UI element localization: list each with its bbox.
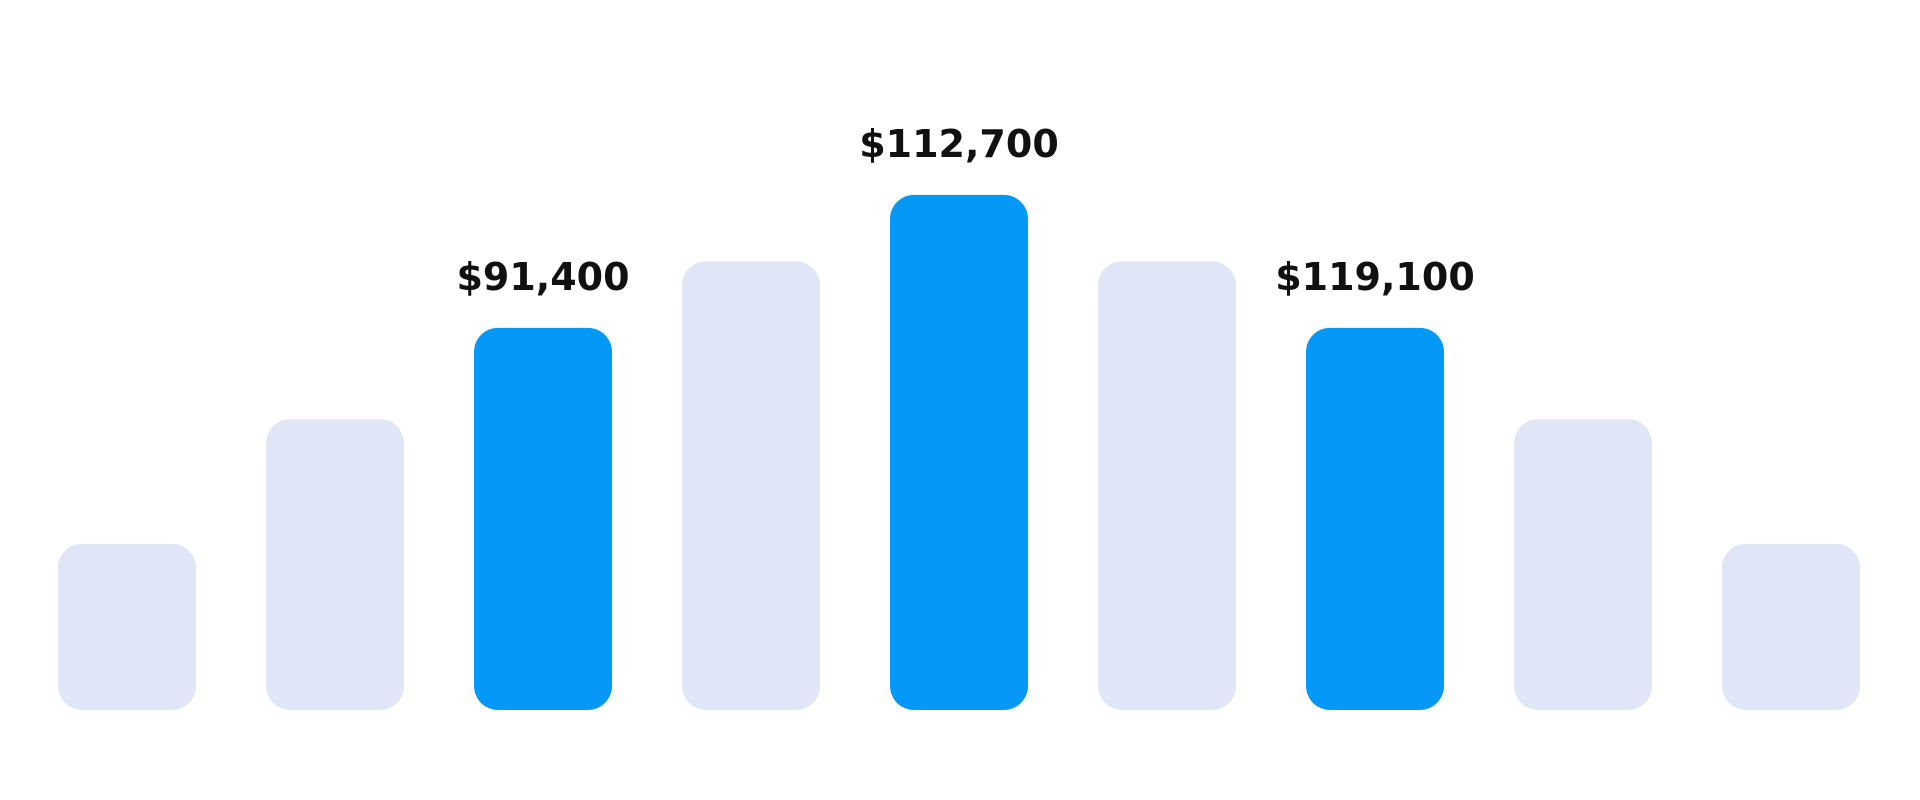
highlighted-bar xyxy=(890,194,1028,710)
highlighted-bar xyxy=(474,327,612,710)
bar xyxy=(682,261,820,710)
bar xyxy=(266,419,404,710)
bars-group xyxy=(58,194,1860,710)
bar-value-label: $112,700 xyxy=(859,122,1059,166)
bar xyxy=(1722,543,1860,710)
bar xyxy=(58,543,196,710)
bar-value-label: $119,100 xyxy=(1275,255,1475,299)
highlighted-bar xyxy=(1306,327,1444,710)
bar xyxy=(1514,419,1652,710)
data-labels-group: $91,400 $112,700 $119,100 xyxy=(456,122,1474,299)
bar-value-label: $91,400 xyxy=(456,255,629,299)
bar xyxy=(1098,261,1236,710)
